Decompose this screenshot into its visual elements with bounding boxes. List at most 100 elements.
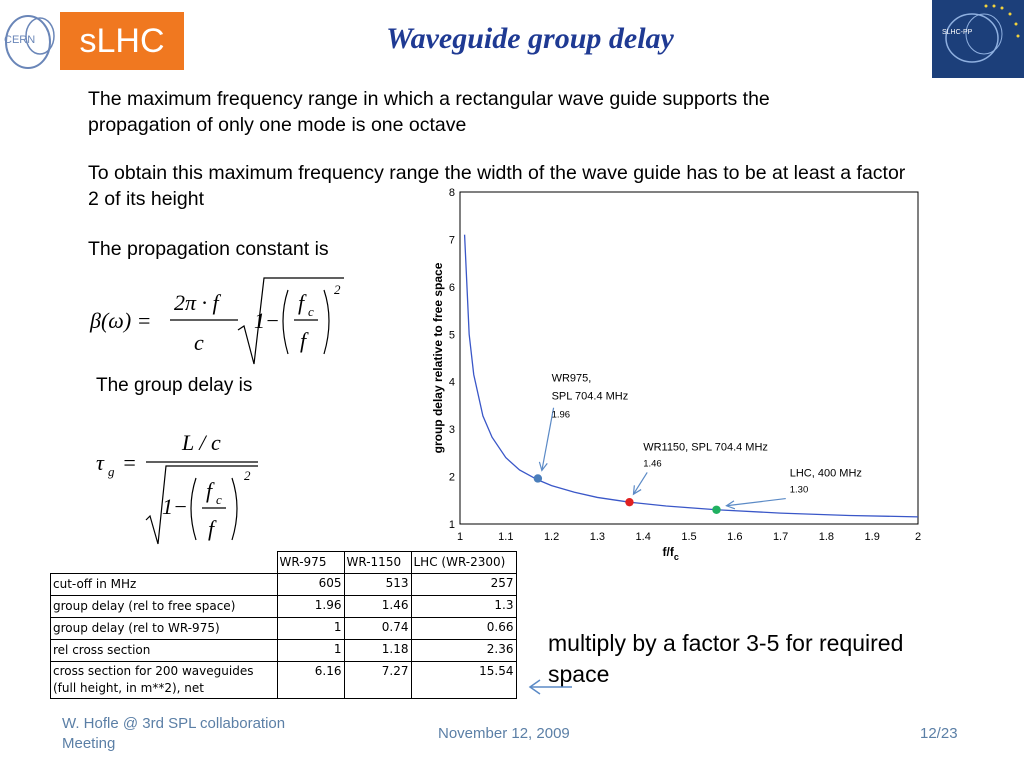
chart-annotation-arrow	[632, 472, 648, 495]
chart-x-tick-label: 2	[915, 531, 921, 543]
chart-x-tick-label: 1.4	[636, 531, 651, 543]
tau-numerator: L / c	[181, 430, 221, 455]
table-cell: 2.36	[410, 639, 517, 662]
table-row-label: group delay (rel to free space)	[50, 595, 278, 618]
footer-author: W. Hofle @ 3rd SPL collaboration Meeting	[62, 715, 286, 752]
chart-x-tick-label: 1.2	[544, 531, 559, 543]
paragraph-octave: The maximum frequency range in which a r…	[88, 88, 770, 136]
table-row-label: rel cross section	[50, 639, 278, 662]
table-row-label-text: group delay (rel to free space)	[53, 599, 236, 613]
page-title: Waveguide group delay	[386, 22, 674, 55]
table-cell: 0.66	[410, 617, 517, 640]
chart-x-axis-label-main: f/f	[663, 545, 675, 559]
slhc-pp-logo: SLHC-PP	[932, 0, 1024, 78]
chart-x-tick-label: 1	[457, 531, 463, 543]
chart-y-tick-label: 2	[449, 472, 455, 484]
chart-annotation-arrow	[541, 407, 555, 471]
beta-numerator: 2π · f	[174, 290, 222, 315]
chart-y-tick-label: 3	[449, 424, 455, 436]
table-cell: 257	[410, 573, 517, 596]
table-cell: 513	[343, 573, 412, 596]
table-cell: 1.46	[343, 595, 412, 618]
table-row-label: cross section for 200 waveguides (full he…	[50, 661, 278, 699]
footer-date: November 12, 2009	[438, 725, 570, 742]
table-row: group delay (rel to WR-975) 1 0.74 0.66	[50, 617, 517, 640]
table-row-label-text: group delay (rel to WR-975)	[53, 621, 220, 635]
page-number: 12/23	[920, 725, 958, 742]
chart-data-point	[712, 505, 721, 514]
chart-y-tick-label: 8	[449, 187, 455, 199]
table-cell: 1.18	[343, 639, 412, 662]
cern-logo: CERN	[4, 15, 55, 69]
table-row: cross section for 200 waveguides (full he…	[50, 661, 517, 699]
table-cell: 15.54	[410, 661, 517, 699]
propagation-constant-formula: β(ω) = 2π · f c 1− f c f 2	[89, 277, 344, 365]
table-row: rel cross section 1 1.18 2.36	[50, 639, 517, 662]
table-cell: 1	[276, 617, 345, 640]
tau-fc: f	[206, 478, 215, 503]
table-column-header: WR-975	[276, 551, 345, 574]
cern-logo-text: CERN	[4, 34, 35, 46]
chart-x-tick-label: 1.9	[865, 531, 880, 543]
chart-x-tick-label: 1.5	[681, 531, 696, 543]
chart-series-line	[463, 234, 919, 518]
slhc-pp-logo-text: SLHC-PP	[942, 29, 973, 36]
table-cell: 1	[276, 639, 345, 662]
chart-x-axis-label: f/fc	[663, 545, 679, 560]
chart-data-point	[625, 497, 634, 507]
chart-x-tick-label: 1.3	[590, 531, 605, 543]
chart-point-label: LHC, 400 MHz	[790, 468, 862, 480]
chart-x-tick-label: 1.7	[773, 531, 788, 543]
chart-series	[463, 234, 919, 518]
tau-lhs-sub: g	[108, 464, 115, 479]
tau-exponent: 2	[244, 468, 251, 483]
table-row: cut-off in MHz 605 513 257	[50, 573, 517, 596]
beta-f: f	[300, 328, 309, 353]
tau-one-minus: 1−	[162, 494, 188, 519]
table-row: group delay (rel to free space) 1.96 1.46 1…	[50, 595, 517, 618]
chart-point-value: 1.96	[552, 410, 571, 421]
note-arrow-icon	[528, 679, 572, 695]
table-cell: 1.96	[276, 595, 345, 618]
chart-axes: 1 1.1 1.2 1.3 1.4 1.5 1.6 1.7 1.8 1.9 2 1 2 3 4 5 6 7 8	[449, 187, 921, 543]
tau-equals: =	[122, 450, 137, 475]
chart-y-tick-label: 4	[449, 377, 455, 389]
chart-x-tick-label: 1.8	[819, 531, 834, 543]
chart-annotation-arrowhead	[538, 461, 548, 472]
table-cell: 6.16	[276, 661, 345, 699]
chart-point-label: WR1150, SPL 704.4 MHz	[643, 441, 768, 453]
group-delay-formula: τ g = L / c 1− f c f 2	[96, 430, 258, 545]
chart-data-point	[533, 474, 543, 483]
chart-y-tick-label: 7	[449, 234, 455, 246]
table-cell: 605	[276, 573, 345, 596]
table-row-label-text: cross section for 200 waveguides	[53, 664, 254, 678]
table-corner-cell	[50, 551, 278, 574]
table-row-label-text: cut-off in MHz	[53, 577, 137, 591]
table-row-label-text-2: (full height, in m**2), net	[53, 681, 204, 695]
chart-y-tick-label: 1	[449, 519, 455, 531]
table-header-row: WR-975 WR-1150 LHC (WR-2300)	[50, 551, 517, 574]
table-column-header: LHC (WR-2300)	[410, 551, 517, 574]
waveguide-table: WR-975 WR-1150 LHC (WR-2300) cut-off in MHz…	[50, 551, 517, 699]
chart-points: WR975, SPL 704.4 MHz 1.96 WR1150, SPL 704.4…	[533, 373, 862, 514]
paragraph-group-delay: The group delay is	[96, 375, 253, 396]
table-cell: 1.3	[410, 595, 517, 618]
tau-fc-sub: c	[216, 492, 222, 507]
brand-badge: sLHC	[60, 12, 184, 70]
beta-one-minus: 1−	[254, 308, 280, 333]
chart-point-label: WR975,	[552, 373, 592, 385]
beta-denominator: c	[194, 330, 204, 355]
paragraph-width-factor: To obtain this maximum frequency range t…	[88, 162, 906, 210]
chart-point-value: 1.46	[643, 458, 662, 469]
space-factor-note: multiply by a factor 3-5 for required sp…	[548, 630, 904, 687]
chart-annotation-arrowhead	[725, 500, 736, 510]
chart-y-tick-label: 6	[449, 282, 455, 294]
table-row-label: cut-off in MHz	[50, 573, 278, 596]
chart-y-axis-label: group delay relative to free space	[431, 262, 445, 453]
beta-lhs: β(ω) =	[89, 308, 152, 333]
chart-x-axis-label-sub: c	[674, 552, 679, 560]
table-column-header: WR-1150	[343, 551, 412, 574]
chart-annotation-arrowhead	[632, 485, 642, 496]
chart-x-tick-label: 1.6	[727, 531, 742, 543]
tau-f: f	[208, 516, 217, 541]
